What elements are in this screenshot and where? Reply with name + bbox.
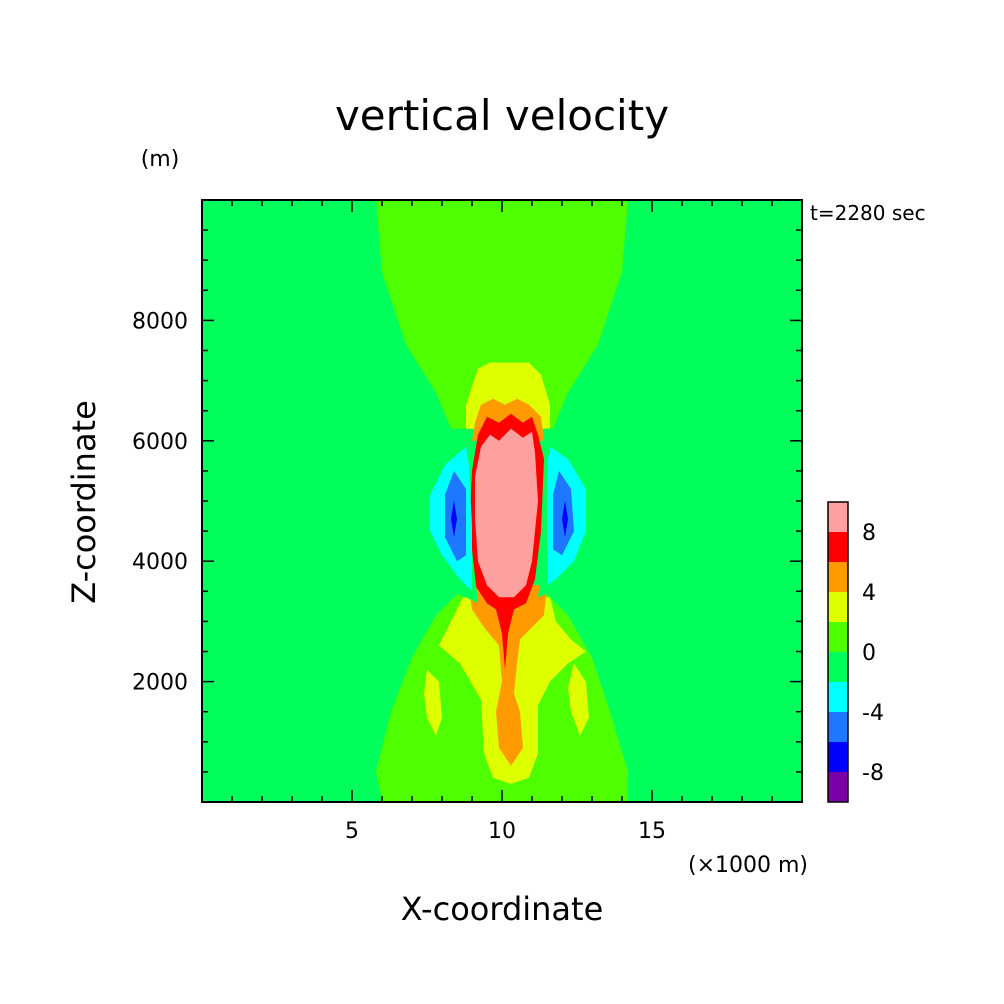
colorbar: 8 4 0 -4 -8 (827, 501, 884, 803)
chart-title: vertical velocity (335, 91, 669, 140)
contour-region-7 (469, 585, 547, 766)
contour-layer (376, 200, 628, 802)
colorbar-tick-label: 8 (862, 521, 876, 546)
y-axis-label: Z-coordinate (65, 400, 103, 604)
colorbar-tick-label: 4 (862, 581, 876, 606)
colorbar-swatch (828, 562, 848, 592)
axis-ticks (202, 200, 802, 802)
colorbar-frame (827, 501, 849, 803)
colorbar-swatch (828, 652, 848, 682)
contour-region-10 (481, 446, 532, 586)
colorbar-swatch (828, 592, 848, 622)
colorbar-tick-label: 0 (862, 641, 876, 666)
y-tick-label: 4000 (132, 550, 188, 575)
colorbar-tick-label: -4 (862, 701, 884, 726)
x-axis-label: X-coordinate (401, 890, 604, 928)
contour-region-0 (376, 200, 628, 429)
colorbar-swatch (828, 772, 848, 802)
y-tick-label: 6000 (132, 430, 188, 455)
colorbar-swatch (828, 742, 848, 772)
colorbar-swatch (828, 502, 848, 532)
colorbar-tick-label: -8 (862, 761, 884, 786)
x-tick-label: 5 (345, 819, 359, 844)
y-tick-label: 8000 (132, 309, 188, 334)
x-tick-label: 15 (638, 819, 666, 844)
x-tick-label: 10 (488, 819, 516, 844)
colorbar-swatch (828, 712, 848, 742)
colorbar-swatch (828, 532, 848, 562)
axis-tick-labels: 5 10 15 2000 4000 6000 8000 (132, 309, 666, 844)
time-label: t=2280 sec (810, 201, 926, 225)
contour-region-5 (568, 663, 589, 736)
contour-region-18 (562, 501, 568, 538)
y-tick-label: 2000 (132, 671, 188, 696)
contour-region-4 (424, 669, 442, 736)
colorbar-swatch (828, 682, 848, 712)
x-unit-label: (×1000 m) (688, 853, 808, 878)
colorbar-swatch (828, 622, 848, 652)
contour-region-17 (451, 501, 457, 538)
y-unit-label: (m) (141, 147, 180, 172)
